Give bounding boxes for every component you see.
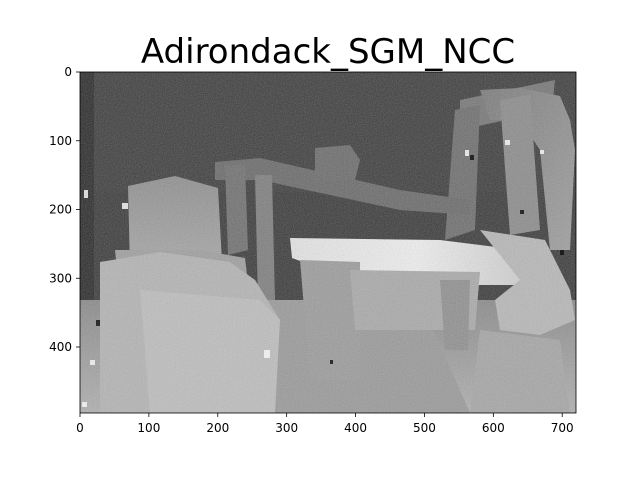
x-tick-label: 700 — [551, 421, 574, 435]
y-tick-label: 400 — [49, 340, 72, 354]
y-tick-label: 0 — [64, 65, 72, 79]
x-tick-label: 500 — [413, 421, 436, 435]
x-tick-label: 600 — [482, 421, 505, 435]
disparity-image — [80, 72, 576, 413]
x-axis: 0 100 200 300 400 500 600 700 — [76, 413, 574, 435]
y-axis: 0 100 200 300 400 — [49, 65, 80, 354]
x-tick-label: 100 — [137, 421, 160, 435]
y-tick-label: 100 — [49, 134, 72, 148]
y-tick-label: 300 — [49, 271, 72, 285]
x-tick-label: 300 — [275, 421, 298, 435]
x-tick-label: 200 — [206, 421, 229, 435]
y-tick-label: 200 — [49, 203, 72, 217]
image-frame — [79, 71, 577, 414]
x-tick-label: 0 — [76, 421, 84, 435]
x-tick-label: 400 — [344, 421, 367, 435]
figure-title: Adirondack_SGM_NCC — [141, 32, 515, 72]
